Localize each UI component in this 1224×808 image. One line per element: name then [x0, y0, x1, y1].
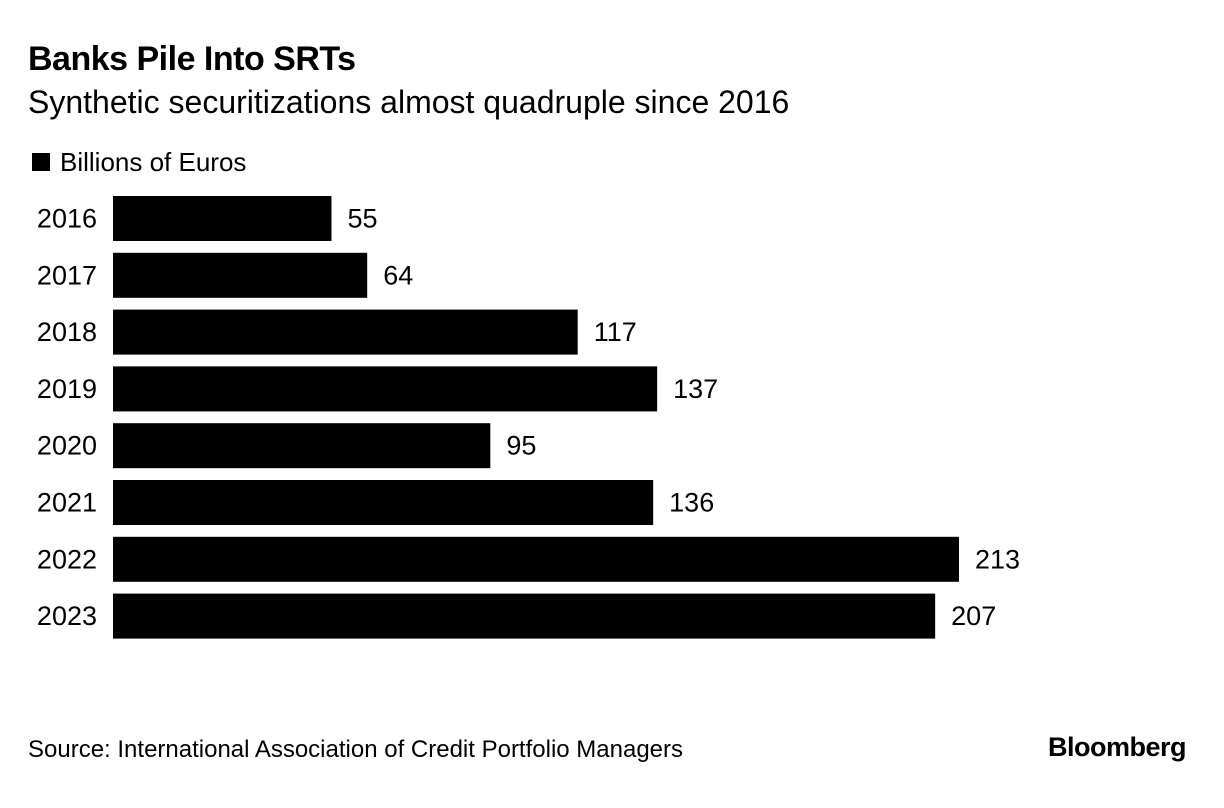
category-label-2017: 2017: [37, 260, 97, 290]
bar-2016: [113, 196, 332, 241]
legend: Billions of Euros: [32, 146, 246, 178]
category-label-2018: 2018: [37, 317, 97, 347]
category-label-2021: 2021: [37, 488, 97, 518]
bar-2021: [113, 480, 654, 525]
value-label-2022: 213: [975, 544, 1020, 574]
value-label-2019: 137: [673, 374, 718, 404]
bar-2019: [113, 366, 658, 412]
value-label-2021: 136: [669, 488, 714, 518]
bar-chart: 2016 55 2017 64 2018 117 2019 137 2020 95 2021 136 2…: [37, 196, 1020, 639]
bar-2022: [113, 536, 959, 582]
bar-2017: [113, 252, 368, 298]
bloomberg-logo: Bloomberg: [1047, 732, 1187, 762]
category-label-2019: 2019: [37, 374, 97, 404]
value-label-2017: 64: [383, 260, 413, 290]
value-label-2020: 95: [506, 431, 536, 461]
chart-title: Banks Pile Into SRTs: [28, 40, 356, 78]
value-label-2016: 55: [347, 204, 377, 234]
category-label-2022: 2022: [37, 544, 97, 574]
bar-2018: [113, 309, 578, 355]
legend-swatch: [32, 153, 50, 171]
category-label-2023: 2023: [37, 601, 97, 631]
bar-2023: [113, 593, 936, 639]
source-note: Source: International Association of Cre…: [28, 736, 684, 763]
bar-2020: [113, 423, 491, 469]
category-label-2020: 2020: [37, 431, 97, 461]
value-label-2018: 117: [594, 317, 637, 347]
category-label-2016: 2016: [37, 204, 97, 234]
value-label-2023: 207: [951, 601, 996, 631]
chart-subtitle: Synthetic securitizations almost quadrup…: [28, 84, 790, 120]
legend-label: Billions of Euros: [60, 146, 247, 177]
